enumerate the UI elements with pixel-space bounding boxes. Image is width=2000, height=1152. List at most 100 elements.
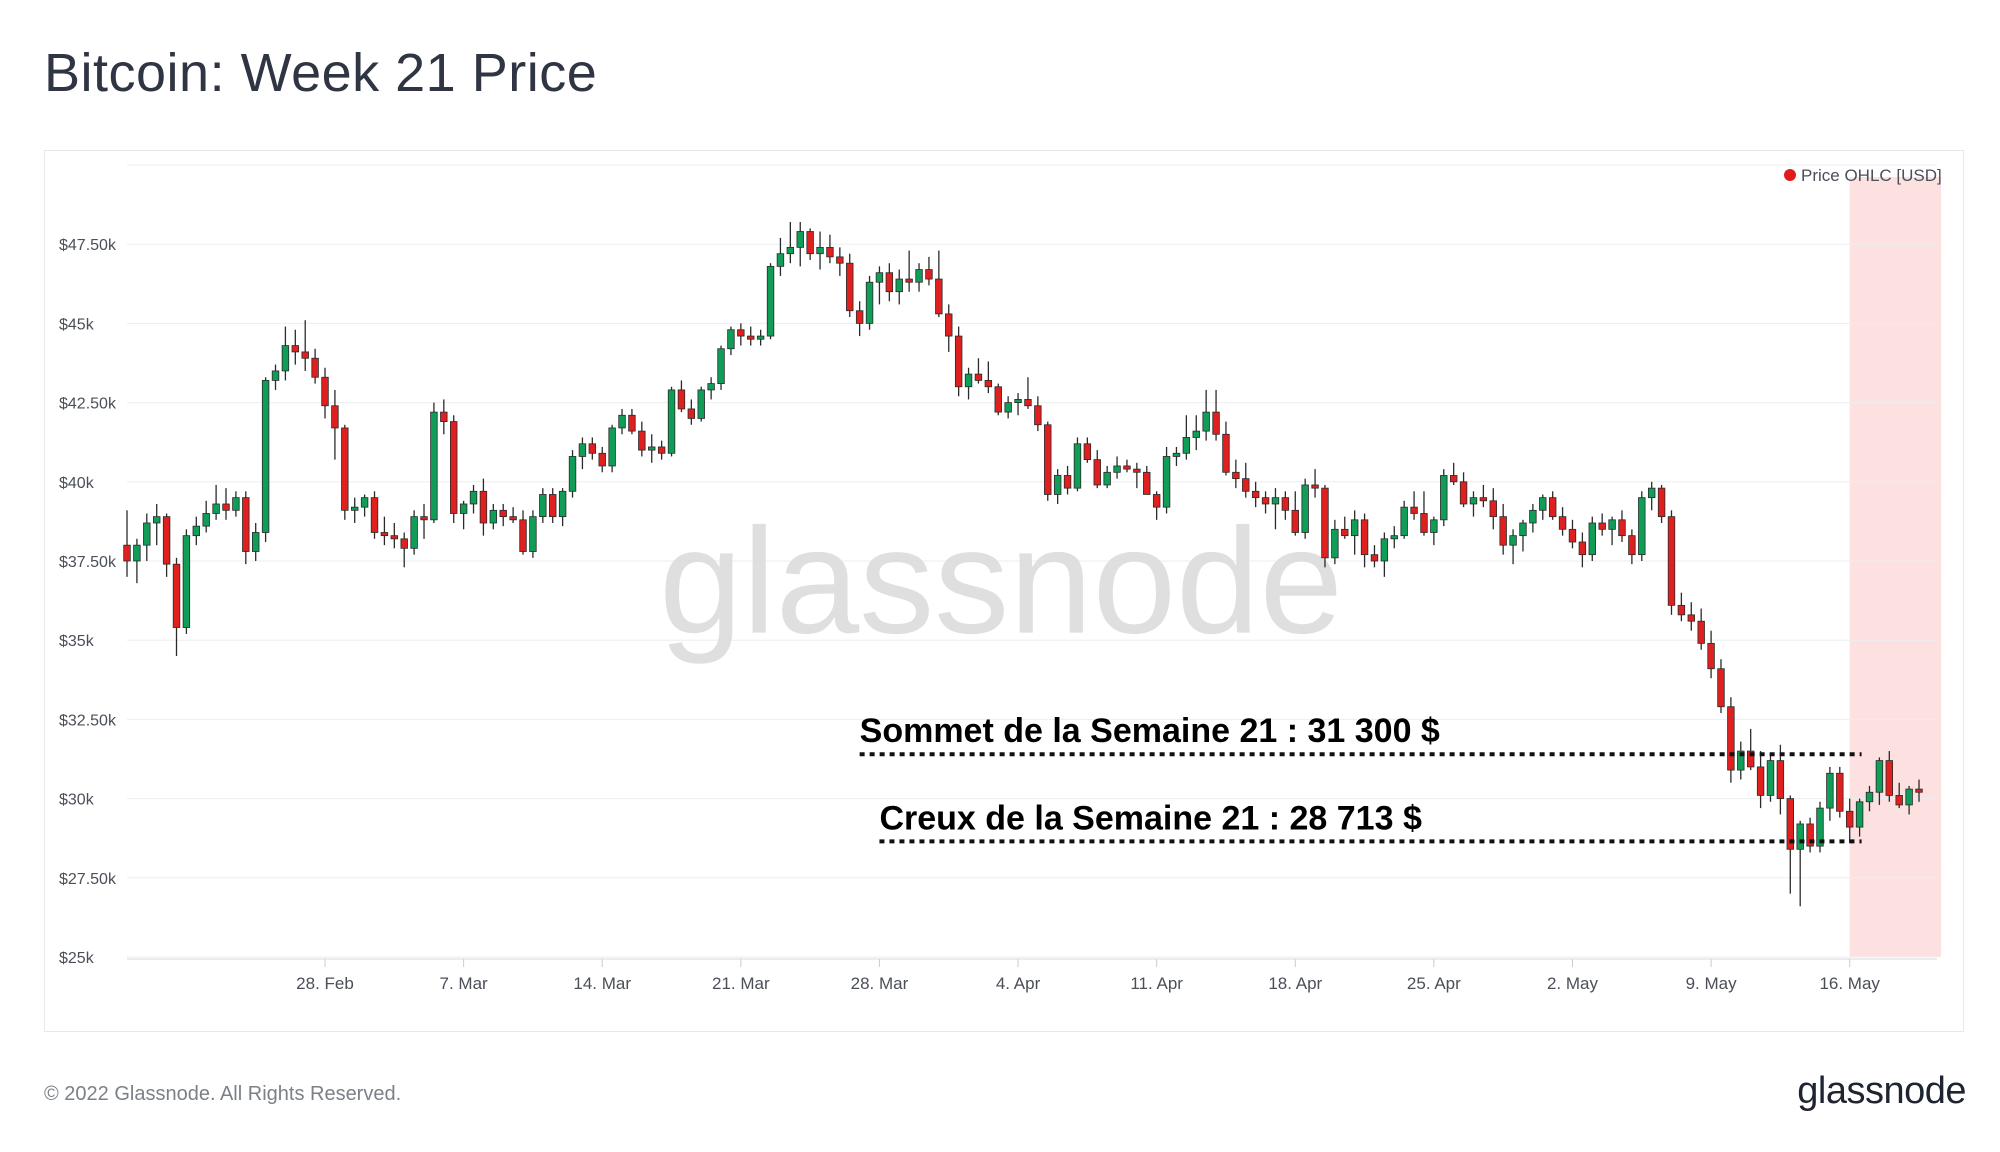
candle-body	[766, 265, 775, 337]
x-tick-label: 25. Apr	[1407, 974, 1461, 993]
candle	[1598, 513, 1606, 536]
candle-body	[1034, 405, 1042, 426]
candle-body	[242, 497, 250, 552]
legend[interactable]: Price OHLC [USD]	[1784, 166, 1942, 185]
candle	[450, 415, 458, 523]
candle	[1311, 469, 1319, 498]
candle-body	[1123, 465, 1131, 470]
candle	[1855, 798, 1864, 837]
candle-body	[687, 408, 696, 419]
candle-body	[271, 370, 280, 381]
candle	[915, 263, 923, 292]
candle-body	[667, 389, 676, 454]
x-tick-label: 28. Feb	[296, 974, 354, 993]
candle	[479, 478, 488, 536]
candle	[1776, 744, 1785, 815]
candle	[1707, 630, 1715, 679]
candle-body	[1479, 497, 1488, 502]
candle	[1826, 766, 1834, 821]
candle	[1192, 415, 1200, 451]
candle-body	[252, 532, 260, 552]
candle	[222, 488, 230, 520]
candle	[143, 513, 151, 561]
candle	[578, 437, 587, 470]
candle-body	[1113, 465, 1121, 473]
candle-body	[737, 329, 745, 337]
candle	[242, 491, 250, 565]
candle-body	[1162, 456, 1171, 508]
candle-body	[657, 446, 666, 454]
candle	[1766, 754, 1775, 802]
candle	[945, 304, 953, 352]
candle-body	[1341, 528, 1349, 537]
candle	[1093, 450, 1101, 489]
candle-body	[1647, 487, 1656, 499]
x-tick-label: 21. Mar	[712, 974, 770, 993]
candle-body	[1737, 750, 1745, 771]
x-tick-label: 18. Apr	[1268, 974, 1322, 993]
candle-body	[1677, 604, 1686, 616]
candle	[311, 348, 319, 384]
candle-body	[1093, 459, 1101, 486]
candle-body	[281, 345, 290, 372]
candle-body	[1905, 788, 1913, 806]
candle	[1440, 469, 1448, 527]
candle	[697, 386, 705, 422]
candle-body	[261, 380, 270, 533]
candle	[638, 421, 646, 457]
candle-body	[469, 490, 478, 505]
y-tick-label: $35k	[59, 633, 95, 650]
candle	[865, 275, 874, 330]
candle-body	[1628, 535, 1636, 556]
candle	[162, 513, 171, 577]
candle-body	[875, 272, 884, 283]
candle-body	[618, 414, 626, 429]
candle-body	[133, 544, 141, 562]
candle	[1558, 507, 1567, 536]
candle	[707, 377, 715, 400]
candle	[1865, 785, 1874, 812]
candle-body	[1529, 509, 1537, 524]
candle	[1905, 785, 1913, 815]
candle	[717, 345, 725, 390]
candle-body	[153, 516, 161, 524]
candle	[1588, 516, 1596, 561]
candle	[875, 266, 884, 305]
candle	[1568, 519, 1577, 549]
candle-body	[1251, 490, 1260, 499]
candle-body	[390, 535, 399, 540]
candle	[885, 263, 894, 302]
candle	[172, 557, 181, 657]
candlestick-chart: glassnode $25k $27.50k $30k $32.50k $35k $37.…	[59, 164, 1942, 993]
candle-body	[925, 269, 933, 280]
candle	[341, 424, 349, 520]
candle	[410, 510, 418, 555]
candle	[360, 494, 369, 517]
candle	[1677, 592, 1686, 622]
candle-body	[440, 411, 448, 423]
candle-body	[1083, 443, 1092, 461]
candle-body	[865, 281, 874, 324]
x-tick-label: 11. Apr	[1130, 974, 1183, 993]
candle-body	[855, 310, 864, 324]
candle-body	[1331, 528, 1339, 559]
candle	[232, 491, 240, 517]
glassnode-logo[interactable]: glassnode	[1797, 1070, 1966, 1112]
candle	[628, 408, 636, 435]
candle-body	[588, 443, 597, 454]
candle	[1697, 608, 1705, 650]
candle-body	[1420, 513, 1428, 533]
candle-body	[509, 516, 517, 521]
candle-body	[212, 503, 220, 514]
candle	[558, 488, 567, 527]
candle-body	[1895, 795, 1903, 806]
candle-body	[1667, 516, 1676, 606]
candle	[1746, 728, 1755, 771]
candle-body	[311, 357, 319, 378]
candle	[1321, 484, 1329, 568]
candle-body	[747, 335, 755, 340]
candle-body	[1836, 772, 1844, 812]
candle	[1737, 741, 1745, 780]
candle-body	[459, 503, 468, 514]
x-tick-label: 7. Mar	[440, 974, 489, 993]
